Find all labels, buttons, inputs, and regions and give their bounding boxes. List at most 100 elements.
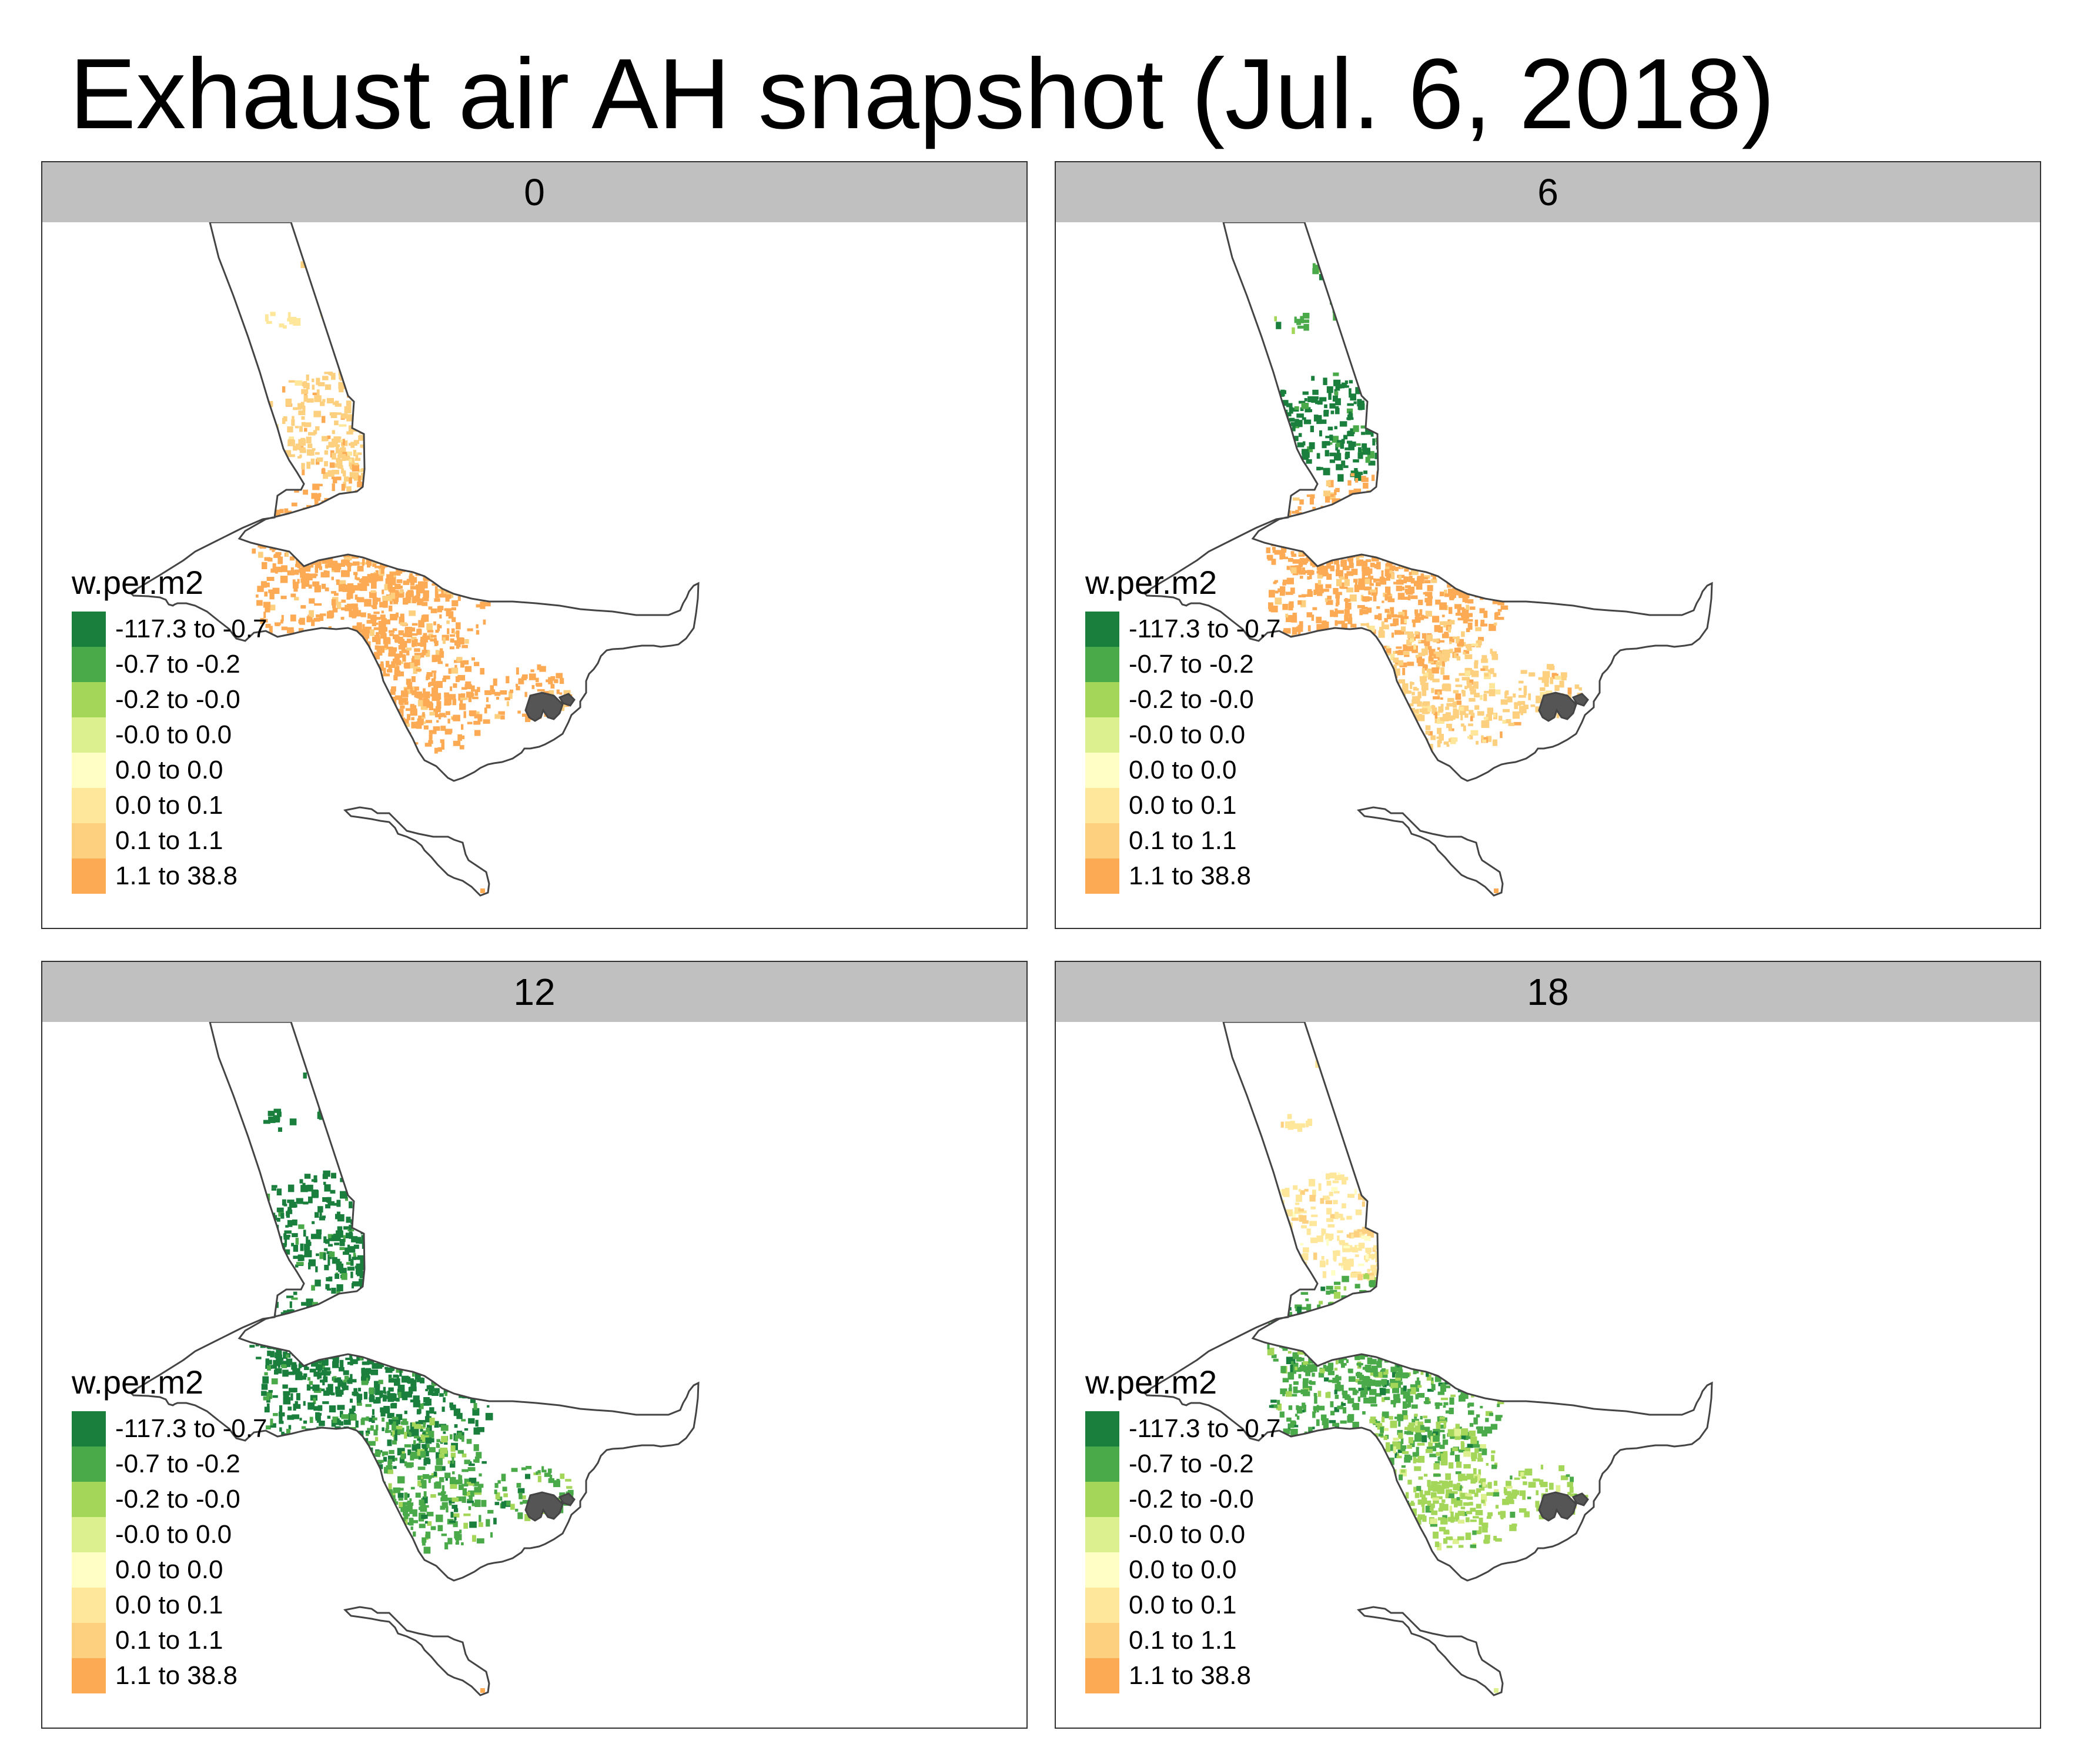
- ah-cell: [287, 312, 291, 319]
- ah-cell: [1458, 565, 1462, 568]
- ah-cell: [1410, 382, 1414, 386]
- ah-cell: [359, 653, 363, 658]
- ah-cell: [1413, 461, 1420, 467]
- ah-cell: [1350, 470, 1359, 474]
- ah-cell: [1491, 472, 1498, 477]
- ah-cell: [537, 512, 543, 519]
- ah-cell: [347, 519, 352, 523]
- ah-cell: [1396, 432, 1401, 440]
- ah-cell: [1350, 623, 1357, 628]
- ah-cell: [1373, 382, 1376, 387]
- ah-cell: [683, 485, 689, 489]
- ah-cell: [352, 388, 359, 395]
- ah-cell: [342, 683, 346, 687]
- ah-cell: [1470, 689, 1476, 693]
- ah-cell: [1370, 374, 1378, 379]
- ah-cell: [494, 452, 501, 456]
- ah-cell: [1513, 575, 1520, 579]
- ah-cell: [1381, 662, 1387, 666]
- ah-cell: [1460, 569, 1467, 573]
- ah-cell: [491, 521, 496, 527]
- ah-cell: [1530, 704, 1536, 707]
- ah-cell: [1279, 555, 1283, 560]
- ah-cell: [434, 509, 438, 517]
- ah-cell: [430, 560, 435, 564]
- ah-cell: [1383, 432, 1387, 437]
- ah-cell: [570, 499, 574, 504]
- ah-cell: [476, 624, 479, 629]
- ah-cell: [442, 572, 448, 579]
- ah-cell: [1729, 459, 1736, 466]
- ah-cell: [1376, 562, 1381, 570]
- ah-cell: [356, 384, 363, 388]
- ah-cell: [1376, 652, 1379, 660]
- legend-label: 0.0 to 0.1: [115, 791, 223, 820]
- ah-cell: [1660, 490, 1663, 497]
- ah-cell: [1388, 722, 1391, 727]
- ah-cell: [1459, 463, 1464, 469]
- ah-cell: [1418, 599, 1423, 606]
- ah-cell: [370, 540, 377, 544]
- ah-cell: [1700, 474, 1705, 479]
- ah-cell: [439, 614, 442, 619]
- ah-cell: [407, 500, 412, 506]
- ah-cell: [1307, 589, 1312, 593]
- legend-swatch: [72, 753, 106, 788]
- ah-cell: [1453, 493, 1458, 496]
- ah-cell: [1502, 506, 1507, 511]
- ah-cell: [447, 579, 453, 587]
- ah-cell: [1462, 575, 1469, 579]
- ah-cell: [1514, 477, 1519, 482]
- ah-cell: [1437, 647, 1440, 650]
- ah-cell: [1383, 578, 1390, 581]
- ah-cell: [1384, 456, 1392, 463]
- ah-cell: [474, 586, 480, 592]
- ah-cell: [346, 320, 349, 328]
- ah-cell: [379, 482, 382, 489]
- ah-cell: [1718, 486, 1725, 489]
- ah-cell: [1336, 579, 1342, 586]
- ah-cell: [1344, 529, 1350, 537]
- ah-cell: [1526, 460, 1529, 465]
- ah-cell: [1427, 470, 1432, 475]
- ah-cell: [349, 385, 354, 391]
- ah-cell: [1323, 467, 1330, 476]
- ah-cell: [1432, 679, 1440, 683]
- ah-cell: [1720, 492, 1728, 495]
- ah-cell: [463, 583, 469, 590]
- ah-cell: [1456, 637, 1459, 644]
- ah-cell: [1330, 659, 1338, 664]
- ah-cell: [1450, 570, 1457, 573]
- ah-cell: [504, 697, 510, 700]
- ah-cell: [442, 513, 449, 518]
- ah-cell: [1486, 736, 1492, 742]
- ah-cell: [411, 717, 414, 720]
- ah-cell: [345, 669, 348, 677]
- ah-cell: [373, 436, 377, 444]
- ah-cell: [372, 543, 377, 550]
- ah-cell: [329, 610, 335, 618]
- ah-cell: [1458, 496, 1463, 499]
- ah-cell: [1453, 701, 1457, 708]
- ah-cell: [1379, 455, 1382, 457]
- ah-cell: [312, 573, 317, 579]
- ah-cell: [340, 639, 345, 642]
- ah-cell: [379, 419, 384, 424]
- ah-cell: [373, 406, 379, 412]
- ah-cell: [560, 429, 567, 434]
- ah-cell: [1417, 714, 1425, 721]
- ah-cell: [359, 579, 364, 583]
- ah-cell: [1290, 639, 1296, 646]
- ah-cell: [513, 510, 519, 514]
- ah-cell: [1330, 565, 1335, 572]
- ah-cell: [1421, 520, 1428, 528]
- ah-cell: [1394, 630, 1402, 635]
- ah-cell: [347, 645, 354, 652]
- ah-cell: [1364, 516, 1372, 522]
- ah-cell: [313, 647, 319, 655]
- ah-cell: [347, 583, 354, 587]
- ah-cell: [510, 689, 513, 693]
- ah-cell: [404, 723, 410, 727]
- ah-cell: [420, 477, 424, 485]
- ah-cell: [1402, 667, 1406, 676]
